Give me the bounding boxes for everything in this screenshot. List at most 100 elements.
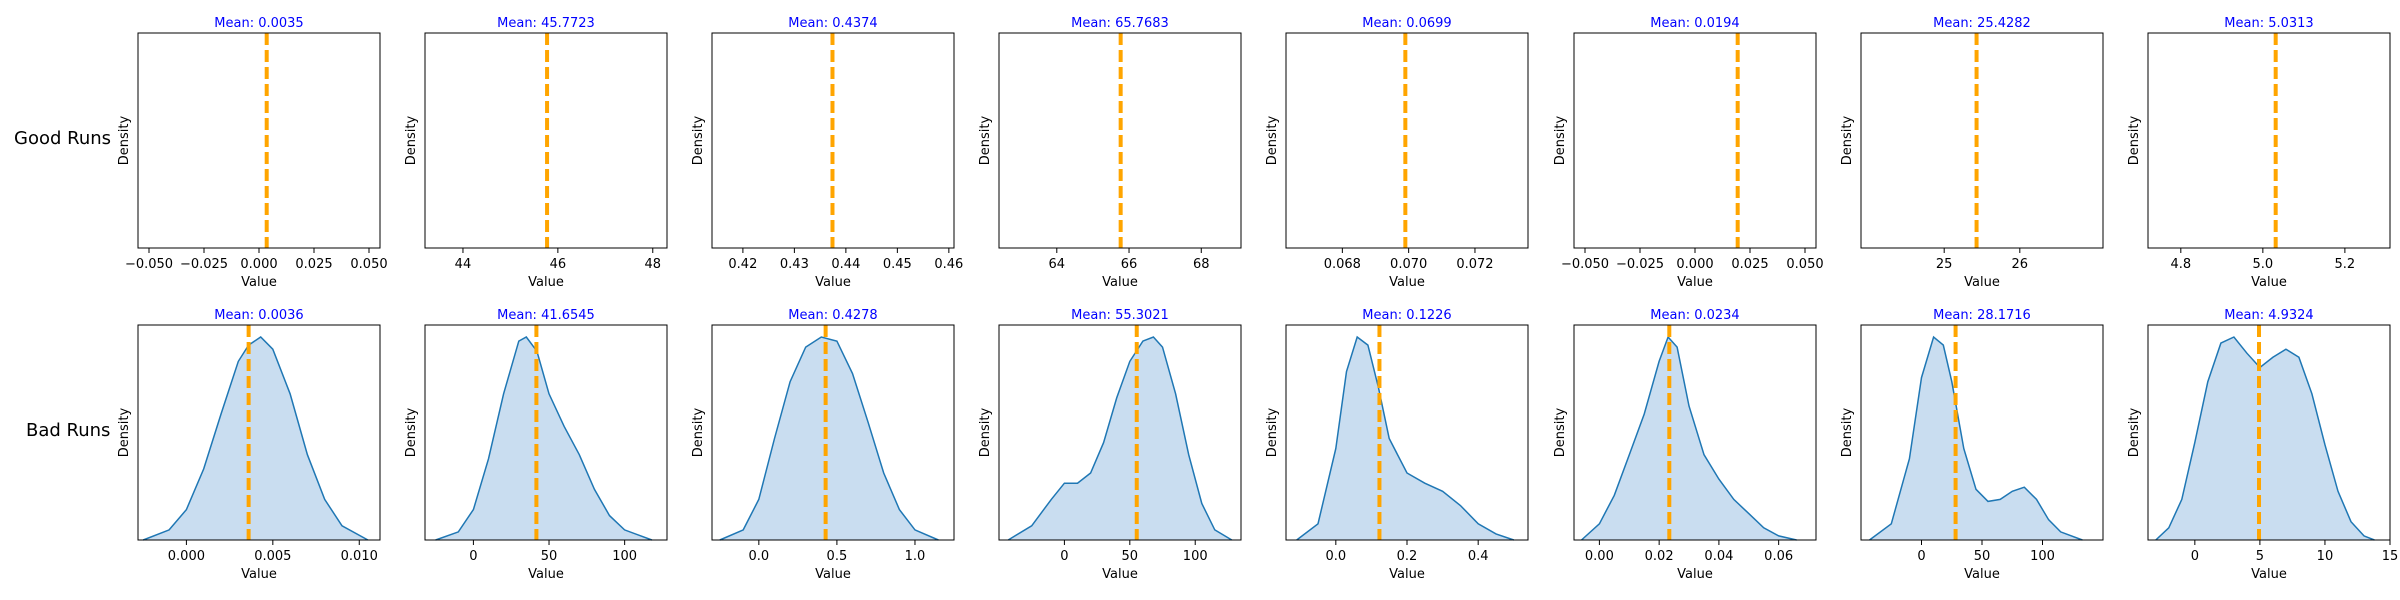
panel-bad-2-xtick-label: 50 xyxy=(541,549,558,564)
panel-bad-6-ylabel: Density xyxy=(1553,407,1568,457)
panel-bad-3-xtick-label: 1.0 xyxy=(905,549,926,564)
panel-good-6-xlabel: Value xyxy=(1677,275,1713,290)
panel-bad-5-kde-line xyxy=(1296,335,1515,541)
row-label-bad: Bad Runs xyxy=(26,420,111,441)
panel-good-3-xlabel: Value xyxy=(815,275,851,290)
panel-good-3-ylabel: Density xyxy=(691,115,706,165)
panel-good-1-xtick-label: 0.025 xyxy=(295,257,332,272)
panel-good-2-xtick-label: 48 xyxy=(644,257,661,272)
panel-bad-2-title: Mean: 41.6545 xyxy=(497,308,595,323)
panel-bad-7-kde-fill xyxy=(1869,337,2083,540)
panel-good-3-xtick-label: 0.45 xyxy=(883,257,912,272)
panel-bad-4-kde-fill xyxy=(1008,337,1232,540)
panel-bad-6-kde-line xyxy=(1580,335,1797,541)
panel-bad-6-frame xyxy=(1573,324,1817,541)
panel-good-2-xlabel: Value xyxy=(528,275,564,290)
panel-good-6-xtick-label: 0.025 xyxy=(1731,257,1768,272)
panel-good-4-xtick-label: 66 xyxy=(1121,257,1138,272)
panel-bad-4-xlabel: Value xyxy=(1102,567,1138,582)
panel-bad-7-kde-line xyxy=(1869,335,2083,541)
panel-good-5-title: Mean: 0.0699 xyxy=(1362,16,1451,31)
panel-bad-6-xlabel: Value xyxy=(1677,567,1713,582)
panel-bad-5-title: Mean: 0.1226 xyxy=(1362,308,1451,323)
panel-bad-8-frame xyxy=(2147,324,2391,541)
panel-good-6-frame xyxy=(1573,32,1817,249)
panel-good-5-xlabel: Value xyxy=(1389,275,1425,290)
panel-good-4: 64 66 68 Mean: 65.7683 Value Density xyxy=(978,16,1242,290)
panel-good-1-xtick-label: 0.000 xyxy=(240,257,277,272)
panel-bad-7-xlabel: Value xyxy=(1964,567,2000,582)
panel-good-7-xtick-label: 25 xyxy=(1936,257,1953,272)
panel-good-3-title: Mean: 0.4374 xyxy=(788,16,877,31)
panel-bad-3-kde-fill xyxy=(719,337,939,540)
panel-bad-2-xtick-label: 0 xyxy=(469,549,477,564)
panel-bad-6-kde-fill xyxy=(1581,337,1797,540)
panel-bad-3-kde-line xyxy=(719,336,939,541)
panel-bad-8-kde-line xyxy=(2155,336,2375,541)
panel-bad-4-ylabel: Density xyxy=(978,407,993,457)
panel-bad-8: 0 5 10 15 Mean: 4.9324 Value Density xyxy=(2127,308,2398,582)
panel-bad-1-xlabel: Value xyxy=(241,567,277,582)
panel-bad-8-kde-fill xyxy=(2155,337,2375,540)
panel-bad-6-xtick-label: 0.04 xyxy=(1704,549,1733,564)
panel-bad-1-xtick-label: 0.005 xyxy=(254,549,291,564)
panel-good-6-ylabel: Density xyxy=(1553,115,1568,165)
panel-bad-7-xtick-label: 0 xyxy=(1917,549,1925,564)
panel-good-8-xtick-label: 4.8 xyxy=(2170,257,2191,272)
panel-bad-2-frame xyxy=(424,324,668,541)
panel-bad-6-xtick-label: 0.00 xyxy=(1585,549,1614,564)
panel-good-4-title: Mean: 65.7683 xyxy=(1071,16,1169,31)
panel-bad-8-xtick-label: 5 xyxy=(2256,549,2264,564)
panel-good-3-frame xyxy=(711,32,955,249)
panel-good-6-xtick-label: −0.025 xyxy=(1616,257,1664,272)
panel-good-8-xlabel: Value xyxy=(2251,275,2287,290)
panel-good-4-xlabel: Value xyxy=(1102,275,1138,290)
panel-bad-2-xlabel: Value xyxy=(528,567,564,582)
panel-good-2-ylabel: Density xyxy=(404,115,419,165)
panel-bad-4-xtick-label: 100 xyxy=(1183,549,1208,564)
panel-bad-5-kde-fill xyxy=(1296,337,1514,540)
panel-good-3: 0.42 0.43 0.44 0.45 0.46 Mean: 0.4374 Value Den… xyxy=(691,16,963,290)
panel-bad-2: 0 50 100 Mean: 41.6545 Value Density xyxy=(404,308,668,582)
panel-bad-1: 0.000 0.005 0.010 Mean: 0.0036 Value Density xyxy=(117,308,381,582)
panel-good-7: 25 26 Mean: 25.4282 Value Density xyxy=(1840,16,2104,290)
panel-good-2-frame xyxy=(424,32,668,249)
panel-good-1-xlabel: Value xyxy=(241,275,277,290)
panel-bad-3-xtick-label: 0.0 xyxy=(748,549,769,564)
panel-bad-6: 0.00 0.02 0.04 0.06 Mean: 0.0234 Value Density xyxy=(1553,308,1817,582)
panel-good-8-xtick-label: 5.2 xyxy=(2335,257,2356,272)
panel-good-1-xtick-label: −0.025 xyxy=(180,257,228,272)
panel-good-3-xtick-label: 0.44 xyxy=(831,257,860,272)
panel-bad-5-ylabel: Density xyxy=(1265,407,1280,457)
panel-bad-2-ylabel: Density xyxy=(404,407,419,457)
panel-bad-7-xtick-label: 100 xyxy=(2030,549,2055,564)
panel-good-5-xtick-label: 0.070 xyxy=(1390,257,1427,272)
panel-good-3-xtick-label: 0.42 xyxy=(728,257,757,272)
panel-bad-2-kde-fill xyxy=(435,337,652,540)
panel-bad-8-title: Mean: 4.9324 xyxy=(2224,308,2313,323)
panel-bad-8-xtick-label: 15 xyxy=(2382,549,2399,564)
panel-bad-1-frame xyxy=(137,324,381,541)
panel-good-5-xtick-label: 0.068 xyxy=(1324,257,1361,272)
panel-good-4-ylabel: Density xyxy=(978,115,993,165)
panel-good-5-xtick-label: 0.072 xyxy=(1456,257,1493,272)
panel-good-7-ylabel: Density xyxy=(1840,115,1855,165)
panel-good-1-ylabel: Density xyxy=(117,115,132,165)
panel-bad-7-title: Mean: 28.1716 xyxy=(1933,308,2031,323)
panel-good-7-xtick-label: 26 xyxy=(2012,257,2029,272)
panel-bad-4-frame xyxy=(998,324,1242,541)
panel-good-7-frame xyxy=(1860,32,2104,249)
panel-good-5-frame xyxy=(1285,32,1529,249)
panel-bad-5: 0.0 0.2 0.4 Mean: 0.1226 Value Density xyxy=(1265,308,1529,582)
panel-good-6-xtick-label: −0.050 xyxy=(1561,257,1609,272)
panel-good-8-xtick-label: 5.0 xyxy=(2253,257,2274,272)
panel-good-2-xtick-label: 44 xyxy=(455,257,472,272)
panel-bad-3-title: Mean: 0.4278 xyxy=(788,308,877,323)
panel-bad-4-kde-line xyxy=(1007,336,1233,541)
panel-good-6: −0.050 −0.025 0.000 0.025 0.050 Mean: 0.0194 V… xyxy=(1553,16,1824,290)
panel-bad-4-xtick-label: 0 xyxy=(1060,549,1068,564)
panel-bad-3-frame xyxy=(711,324,955,541)
panel-bad-1-xtick-label: 0.010 xyxy=(341,549,378,564)
panel-bad-6-xtick-label: 0.02 xyxy=(1645,549,1674,564)
